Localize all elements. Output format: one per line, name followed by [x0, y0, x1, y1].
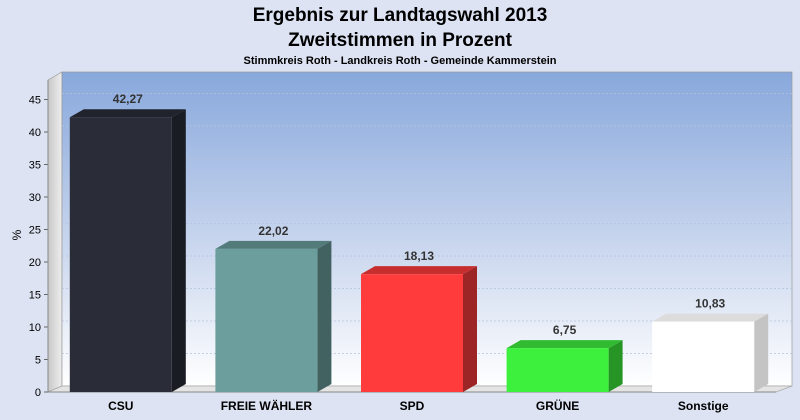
bar-top — [361, 266, 477, 275]
y-tick-label: 10 — [29, 322, 41, 334]
category-label: CSU — [108, 399, 133, 413]
y-axis-label: % — [10, 229, 24, 240]
bar-top — [506, 340, 623, 349]
bar-gr-ne — [506, 340, 623, 392]
bar-spd — [361, 266, 477, 392]
chart-title-2: Zweitstimmen in Prozent — [288, 30, 512, 51]
bar-side — [608, 340, 623, 392]
category-labels: CSU FREIE WÄHLER SPD GRÜNE Sonstige — [108, 398, 729, 413]
bar-top — [215, 240, 332, 249]
category-label: SPD — [400, 399, 425, 413]
category-label: Sonstige — [678, 399, 729, 413]
bar-side — [754, 313, 769, 392]
value-labels: 42,27 22,02 18,13 6,75 10,83 — [113, 92, 726, 337]
y-tick-label: 15 — [29, 290, 41, 302]
value-label: 10,83 — [695, 297, 725, 311]
bar-csu — [69, 109, 186, 393]
bar-top — [652, 313, 769, 322]
value-label: 18,13 — [404, 249, 434, 263]
category-label: FREIE WÄHLER — [221, 398, 313, 413]
y-tick-label: 30 — [29, 192, 41, 204]
bar-side — [171, 109, 186, 393]
bar-side — [317, 240, 332, 392]
chart-subtitle: Stimmkreis Roth - Landkreis Roth - Gemei… — [244, 55, 557, 67]
bar-front — [506, 348, 609, 392]
bar-front — [652, 321, 755, 392]
value-label: 6,75 — [553, 323, 577, 337]
bars — [69, 109, 769, 393]
bar-front — [69, 117, 172, 393]
plot-left-wall — [47, 71, 63, 393]
y-axis: 0 5 10 15 20 25 30 35 40 45 — [29, 95, 48, 399]
bar-sonstige — [652, 313, 769, 392]
category-label: GRÜNE — [536, 398, 579, 413]
bar-front — [361, 274, 463, 392]
bar-freie-w-hler — [215, 240, 332, 392]
bar-front — [215, 248, 318, 392]
y-tick-label: 5 — [35, 355, 41, 367]
chart-title: Ergebnis zur Landtagswahl 2013 — [253, 5, 548, 26]
y-tick-label: 25 — [29, 225, 41, 237]
bar-top — [69, 109, 186, 118]
y-tick-label: 0 — [35, 387, 41, 399]
y-tick-label: 35 — [29, 160, 41, 172]
y-tick-label: 45 — [29, 95, 41, 107]
value-label: 42,27 — [113, 92, 143, 106]
y-tick-label: 20 — [29, 257, 41, 269]
y-tick-label: 40 — [29, 127, 41, 139]
bar-side — [463, 266, 477, 392]
value-label: 22,02 — [258, 224, 288, 238]
